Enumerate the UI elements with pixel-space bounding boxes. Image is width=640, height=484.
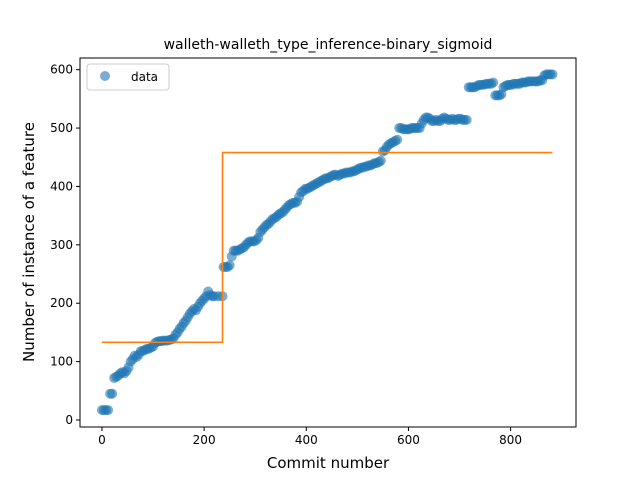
- data-point: [224, 260, 235, 271]
- data-point: [107, 388, 118, 399]
- y-tick-label: 600: [50, 63, 73, 77]
- data-point: [488, 77, 499, 88]
- x-tick-label: 200: [193, 433, 216, 447]
- x-tick-label: 0: [98, 433, 106, 447]
- y-axis-label: Number of instance of a feature: [20, 122, 38, 362]
- legend-label-data: data: [131, 70, 158, 84]
- y-tick-label: 300: [50, 238, 73, 252]
- legend: data: [86, 63, 170, 91]
- plot-area: [96, 69, 558, 416]
- data-point: [375, 155, 386, 166]
- data-point: [392, 134, 403, 145]
- y-axis: 0 100 200 300 400 500 600: [50, 63, 80, 427]
- y-tick-label: 200: [50, 296, 73, 310]
- legend-box: [86, 63, 170, 91]
- data-point: [103, 405, 114, 416]
- x-axis: 0 200 400 600 800: [98, 427, 522, 447]
- y-tick-label: 0: [65, 413, 73, 427]
- y-tick-label: 400: [50, 179, 73, 193]
- fit-line: [101, 151, 553, 344]
- x-tick-label: 600: [397, 433, 420, 447]
- x-axis-label: Commit number: [267, 454, 390, 472]
- x-tick-label: 400: [295, 433, 318, 447]
- x-tick-label: 800: [499, 433, 522, 447]
- y-tick-label: 500: [50, 121, 73, 135]
- legend-marker-data: [100, 71, 110, 81]
- data-point: [461, 114, 472, 125]
- plot-frame: [79, 57, 577, 428]
- data-point: [547, 69, 558, 80]
- chart-title: walleth-walleth_type_inference-binary_si…: [164, 37, 493, 53]
- y-tick-label: 100: [50, 355, 73, 369]
